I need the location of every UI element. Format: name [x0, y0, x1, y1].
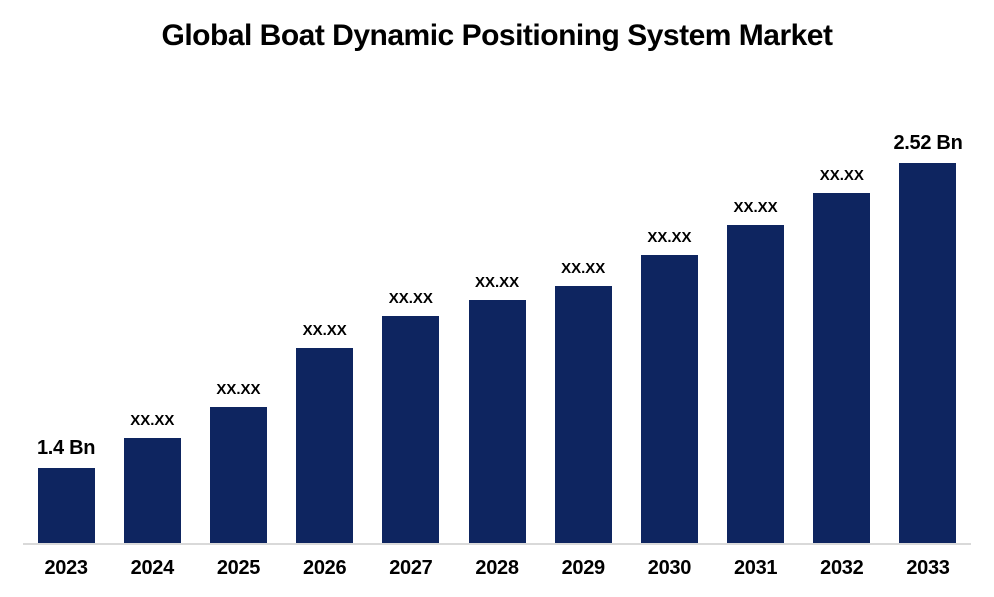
bar-2032: [813, 193, 871, 543]
bar-2028: [468, 300, 526, 543]
bar-2023: [37, 468, 95, 543]
bar-2033: [899, 163, 957, 543]
bar-column: XX.XX: [109, 0, 195, 543]
x-axis-line: [23, 543, 971, 545]
bar-2026: [296, 348, 354, 543]
bar-value-label: 2.52 Bn: [893, 132, 963, 154]
bar-value-label: XX.XX: [647, 229, 692, 246]
plot-area: 1.4 Bn XX.XX XX.XX XX.XX XX.XX XX.XX XX.…: [23, 0, 971, 597]
bar-value-label: XX.XX: [302, 322, 347, 339]
bar-column: XX.XX: [713, 0, 799, 543]
bar-column: 2.52 Bn: [885, 0, 971, 543]
bar-column: 1.4 Bn: [23, 0, 109, 543]
x-axis-label: 2028: [475, 557, 519, 579]
x-axis-label: 2033: [906, 557, 950, 579]
bar-column: XX.XX: [626, 0, 712, 543]
x-axis-label: 2030: [647, 557, 692, 579]
x-axis-label: 2032: [820, 557, 864, 579]
bar-2027: [382, 316, 440, 543]
bar-value-label: XX.XX: [819, 167, 864, 184]
bar-column: XX.XX: [454, 0, 540, 543]
x-axis-labels: 2023 2024 2025 2026 2027 2028 2029 2030 …: [23, 557, 971, 580]
x-axis-label: 2029: [561, 557, 606, 579]
bar-column: XX.XX: [540, 0, 626, 543]
bar-value-label: XX.XX: [130, 412, 175, 429]
bar-value-label: XX.XX: [733, 199, 778, 216]
bar-value-label: XX.XX: [216, 381, 261, 398]
x-axis-label: 2025: [216, 557, 261, 579]
chart-title: Global Boat Dynamic Positioning System M…: [161, 19, 834, 52]
bar-value-label: XX.XX: [561, 260, 606, 277]
bar-value-label: 1.4 Bn: [36, 437, 96, 459]
x-axis-label: 2023: [44, 557, 88, 579]
bar-value-label: XX.XX: [474, 274, 520, 291]
bar-2031: [727, 225, 785, 543]
bar-column: XX.XX: [799, 0, 885, 543]
bar-2025: [209, 407, 267, 543]
bar-column: XX.XX: [282, 0, 368, 543]
x-axis-label: 2031: [733, 557, 778, 579]
bar-2024: [123, 438, 181, 543]
bar-value-label: XX.XX: [388, 290, 433, 307]
x-axis-label: 2026: [303, 557, 347, 579]
x-axis-label: 2027: [389, 557, 433, 579]
bar-column: XX.XX: [368, 0, 454, 543]
bars-container: 1.4 Bn XX.XX XX.XX XX.XX XX.XX XX.XX XX.…: [23, 0, 971, 543]
bar-2029: [554, 286, 612, 543]
x-axis-label: 2024: [130, 557, 175, 579]
bar-column: XX.XX: [195, 0, 281, 543]
bar-2030: [640, 255, 698, 543]
